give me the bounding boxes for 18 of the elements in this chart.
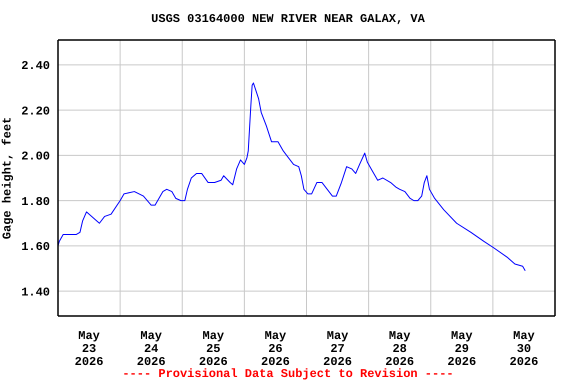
x-tick-label: May 25 2026: [198, 329, 228, 369]
x-tick-label: May 28 2026: [385, 329, 414, 369]
x-tick-label: May 30 2026: [510, 329, 538, 369]
y-tick-label: 2.20: [21, 104, 50, 118]
x-tick-label: May 27 2026: [323, 329, 352, 369]
x-tick-label: May 23 2026: [74, 329, 104, 369]
y-tick-label: 1.40: [21, 285, 50, 300]
chart-title: USGS 03164000 NEW RIVER NEAR GALAX, VA: [150, 12, 426, 26]
x-tick-label: May 26 2026: [261, 329, 290, 369]
y-tick-label: 2.00: [21, 150, 50, 164]
y-tick-label: 2.40: [21, 59, 50, 74]
x-tick-label: May 24 2026: [136, 329, 166, 369]
y-axis-title: Gage height, feet: [0, 116, 14, 240]
y-tick-label: 1.60: [21, 240, 50, 254]
line-series: [58, 82, 526, 272]
text: ---- Provisional Data Subject to Revision ----: [122, 367, 454, 381]
y-tick-label: 1.80: [21, 194, 50, 209]
x-tick-label: May 29 2026: [447, 329, 476, 369]
